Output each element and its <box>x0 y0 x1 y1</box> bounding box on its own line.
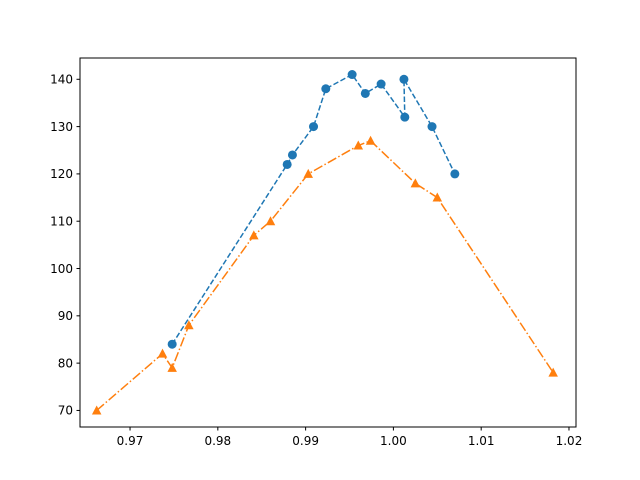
series-2-point <box>265 216 276 226</box>
series-1-point <box>347 70 357 80</box>
y-tick-label: 100 <box>50 262 73 276</box>
series-1-point <box>376 79 386 89</box>
series-1-point <box>167 339 177 349</box>
x-tick-label: 0.98 <box>204 434 231 448</box>
plot-frame <box>79 57 577 428</box>
x-tick-label: 0.97 <box>117 434 144 448</box>
y-tick-label: 130 <box>50 120 73 134</box>
series-2-point <box>249 230 259 240</box>
series-2-point <box>548 367 558 377</box>
x-tick-label: 1.01 <box>468 434 495 448</box>
y-tick-label: 70 <box>58 404 73 418</box>
series-1 <box>167 70 460 349</box>
y-tick-label: 110 <box>50 215 73 229</box>
series-2-point <box>353 140 364 150</box>
series-1-point <box>400 112 410 122</box>
series-2-point <box>410 178 421 188</box>
series-1-point <box>450 169 460 179</box>
y-tick-label: 90 <box>58 309 73 323</box>
y-tick-label: 140 <box>50 73 73 87</box>
series-2-point <box>167 362 177 372</box>
series-2-point <box>91 405 102 415</box>
x-tick-label: 1.00 <box>380 434 407 448</box>
x-tick-label: 0.99 <box>292 434 319 448</box>
series-1-point <box>360 88 370 98</box>
series-2 <box>91 135 558 415</box>
y-tick-label: 120 <box>50 167 73 181</box>
series-2-line <box>96 140 554 412</box>
series-1-point <box>399 74 409 84</box>
series-1-point <box>309 122 319 132</box>
series-1-point <box>427 122 437 132</box>
series-2-point <box>157 348 168 358</box>
y-tick-label: 80 <box>58 356 73 370</box>
x-tick-label: 1.02 <box>556 434 583 448</box>
series-1-point <box>321 84 331 94</box>
axes-layer: 0.97 0.98 0.99 1.00 1.01 1.02 70 80 90 100 110 120 1… <box>50 57 583 448</box>
series-1-line <box>171 73 456 345</box>
series-2-point <box>184 320 194 330</box>
series-1-point <box>282 159 292 169</box>
series-2-point <box>365 135 376 145</box>
series-2-point <box>303 168 313 178</box>
series-1-point <box>287 150 297 160</box>
series-2-point <box>432 192 443 202</box>
series-layer <box>91 70 558 415</box>
